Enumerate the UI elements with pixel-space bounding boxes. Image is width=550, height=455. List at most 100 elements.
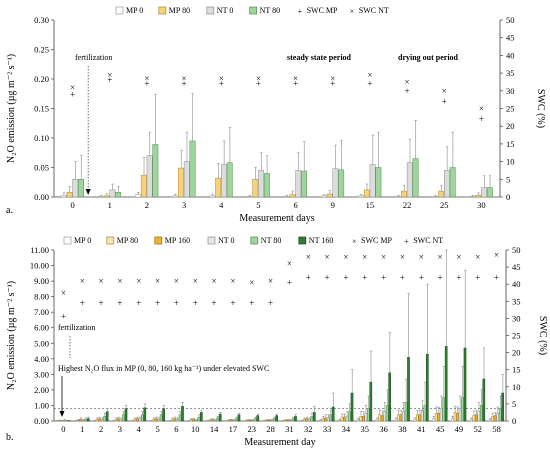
x-tick-label: 58	[492, 424, 501, 434]
annotation-fertilization: fertilization	[75, 53, 112, 62]
x-tick-label: 52	[474, 424, 483, 434]
swc-marker: ×	[293, 73, 298, 83]
bar	[432, 196, 439, 198]
bar	[133, 419, 137, 422]
y2-tick-label: 5	[506, 174, 510, 184]
bar	[289, 194, 296, 198]
bar	[302, 419, 306, 422]
y-tick-label: 0.00	[34, 192, 49, 202]
x-axis-title: Measurement days	[239, 213, 314, 224]
swc-marker: +	[174, 298, 179, 308]
x-tick-label: 0	[70, 200, 74, 210]
bar	[378, 414, 381, 422]
swc-marker: ×	[61, 288, 66, 298]
legend-label: MP 0	[126, 6, 143, 15]
bar	[444, 346, 448, 422]
bar	[358, 195, 365, 198]
legend-label: SWC MP	[361, 236, 392, 245]
bar	[343, 416, 346, 422]
swc-marker: +	[70, 89, 75, 99]
swc-marker: +	[219, 79, 224, 89]
x-tick-label: 3	[182, 200, 186, 210]
swc-marker: ×	[479, 104, 484, 114]
swc-marker: +	[80, 298, 85, 308]
bar	[159, 414, 163, 422]
bar	[331, 406, 335, 422]
bar	[275, 415, 278, 422]
bar	[183, 161, 190, 198]
y-tick-label: 7.00	[34, 307, 49, 317]
bar	[63, 419, 66, 422]
bar	[246, 419, 250, 422]
bar	[197, 416, 201, 422]
bar	[412, 158, 419, 198]
legend-marker-symbol: ×	[350, 7, 355, 16]
bar	[364, 412, 368, 422]
bar	[496, 412, 499, 422]
y2-tick-label: 15	[512, 365, 521, 375]
bar	[413, 418, 417, 422]
bar	[361, 416, 365, 422]
y-tick-label: 6.00	[34, 323, 49, 333]
bar	[152, 419, 155, 422]
bar	[95, 419, 99, 422]
bar	[477, 411, 481, 422]
swc-marker: +	[107, 75, 112, 85]
bar	[397, 414, 400, 422]
bar	[380, 415, 384, 422]
swc-marker: ×	[80, 276, 85, 286]
y-axis-right-title: SWC (%)	[537, 316, 548, 355]
bar	[66, 192, 73, 198]
bar	[263, 173, 270, 198]
swc-marker: ×	[475, 252, 480, 262]
x-tick-label: 41	[417, 424, 426, 434]
y-tick-label: 0.10	[34, 133, 49, 143]
bar	[434, 412, 438, 422]
swc-marker: +	[144, 79, 149, 89]
bar	[227, 419, 231, 422]
swc-marker: ×	[367, 70, 372, 80]
swc-marker: ×	[70, 82, 75, 92]
bar	[138, 418, 142, 422]
bar	[310, 416, 314, 422]
bar	[98, 418, 101, 422]
bar	[178, 414, 182, 422]
x-tick-label: 0	[61, 424, 65, 434]
y2-tick-label: 35	[506, 68, 515, 78]
y2-tick-label: 25	[512, 331, 521, 341]
swc-marker: +	[182, 79, 187, 89]
bar	[423, 405, 427, 422]
bar	[463, 347, 467, 422]
swc-marker: ×	[442, 86, 447, 96]
bar	[348, 411, 351, 422]
swc-marker: ×	[219, 73, 224, 83]
bar	[272, 418, 276, 422]
bar	[124, 408, 128, 422]
bar	[363, 189, 370, 198]
swc-marker: ×	[456, 252, 461, 262]
legend-swatch	[249, 6, 257, 15]
bar	[192, 419, 196, 422]
bar	[367, 408, 370, 422]
bar	[350, 392, 354, 422]
y2-tick-label: 0	[506, 192, 510, 202]
swc-marker: ×	[136, 276, 141, 286]
swc-marker: +	[61, 312, 66, 322]
y-tick-label: 3.00	[34, 369, 49, 379]
bar	[213, 419, 217, 422]
y2-tick-label: 10	[506, 157, 515, 167]
swc-marker: ×	[330, 73, 335, 83]
bar	[453, 412, 457, 422]
bar	[369, 164, 376, 198]
x-tick-label: 6	[174, 424, 178, 434]
bar	[157, 419, 160, 422]
legend-swatch	[250, 236, 259, 245]
legend-label: NT 80	[260, 6, 281, 15]
bar	[294, 416, 297, 422]
swc-marker: +	[367, 79, 372, 89]
bar	[486, 187, 493, 198]
x-tick-label: 36	[379, 424, 388, 434]
y2-tick-label: 45	[512, 262, 521, 272]
x-tick-label: 6	[293, 200, 297, 210]
swc-marker: +	[293, 79, 298, 89]
